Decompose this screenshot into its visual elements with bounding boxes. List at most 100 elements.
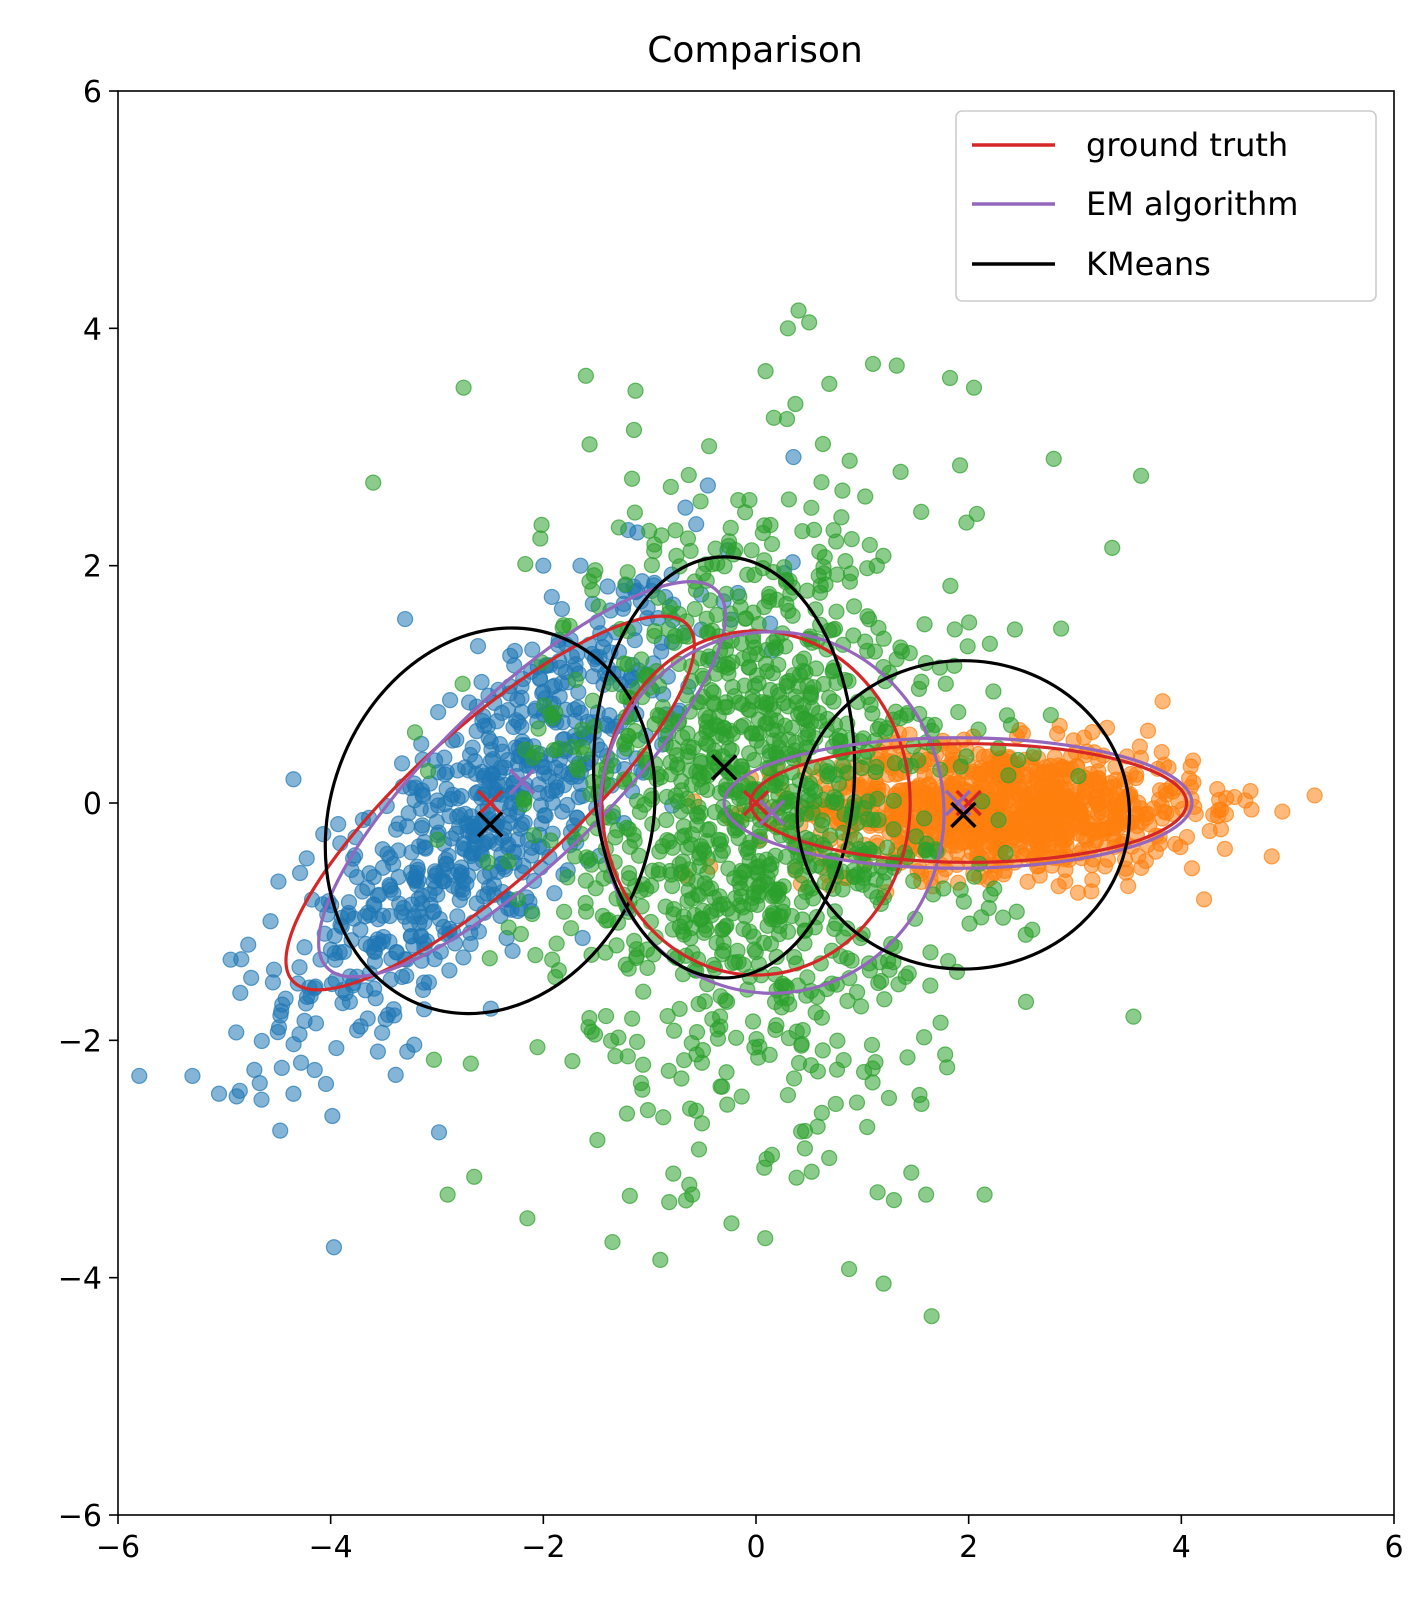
scatter-point	[788, 1169, 805, 1186]
scatter-point	[679, 790, 696, 807]
scatter-point	[845, 627, 862, 644]
covariance-ellipse	[317, 580, 728, 979]
covariance-ellipse	[598, 630, 946, 995]
scatter-point	[758, 1150, 775, 1168]
scatter-point	[604, 1233, 621, 1251]
scatter-point	[762, 862, 779, 879]
scatter-point	[973, 909, 990, 926]
scatter-point	[583, 1023, 600, 1040]
scatter-point	[1108, 771, 1125, 788]
scatter-point	[654, 698, 671, 716]
scatter-point	[602, 1032, 620, 1049]
scatter-point	[253, 1032, 270, 1050]
scatter-point	[382, 849, 399, 866]
scatter-point	[464, 739, 481, 756]
scatter-point	[1172, 839, 1189, 856]
covariance-ellipse	[323, 626, 657, 1016]
scatter-point	[852, 998, 870, 1015]
scatter-point	[665, 1165, 682, 1182]
scatter-point	[636, 796, 653, 813]
scatter-point	[597, 1007, 615, 1025]
scatter-point	[916, 810, 933, 827]
scatter-point	[512, 925, 529, 943]
scatter-point	[880, 1089, 898, 1107]
scatter-point	[500, 701, 517, 719]
scatter-point	[937, 675, 954, 692]
scatter-point	[619, 1048, 636, 1065]
scatter-point	[849, 984, 866, 1001]
scatter-point	[813, 817, 830, 834]
scatter-point	[763, 535, 781, 553]
covariance-ellipse	[722, 736, 1194, 870]
scatter-point	[813, 858, 830, 876]
scatter-point	[1132, 467, 1150, 484]
scatter-point	[717, 992, 734, 1009]
scatter-point	[749, 865, 766, 882]
scatter-point	[885, 792, 903, 809]
scatter-point	[799, 726, 817, 743]
scatter-point	[916, 1029, 933, 1046]
scatter-point	[803, 1163, 820, 1180]
scatter-point	[967, 832, 984, 850]
scatter-point	[397, 610, 414, 628]
scatter-point	[524, 641, 541, 658]
scatter-point	[986, 880, 1003, 897]
scatter-point	[690, 1141, 708, 1158]
scatter-point	[671, 1000, 688, 1018]
scatter-point	[527, 947, 544, 964]
scatter-point	[429, 831, 446, 848]
scatter-point	[1201, 822, 1218, 840]
covariance-ellipse	[795, 659, 1132, 971]
scatter-point	[482, 733, 499, 750]
scatter-point	[270, 873, 287, 890]
scatter-point	[790, 1054, 808, 1072]
scatter-point	[905, 872, 922, 890]
scatter-point	[732, 880, 749, 897]
scatter-point	[650, 589, 667, 606]
scatter-point	[794, 1022, 811, 1039]
scatter-point	[676, 1052, 693, 1069]
scatter-point	[662, 478, 679, 495]
scatter-point	[272, 1007, 289, 1024]
scatter-point	[646, 543, 663, 560]
scatter-point	[861, 611, 878, 628]
scatter-point	[585, 567, 603, 584]
scatter-point	[443, 830, 460, 847]
center-marker	[950, 801, 977, 829]
scatter-point	[515, 796, 533, 813]
scatter-point	[412, 800, 429, 817]
scatter-point	[442, 692, 459, 709]
scatter-point	[455, 949, 472, 966]
scatter-point	[1147, 843, 1164, 860]
scatter-point	[562, 920, 580, 937]
scatter-point	[702, 592, 719, 609]
scatter-point	[692, 493, 709, 510]
scatter-point	[441, 962, 458, 979]
scatter-point	[796, 1140, 813, 1157]
scatter-point	[597, 944, 614, 961]
scatter-point	[277, 990, 294, 1007]
scatter-point	[726, 954, 744, 971]
scatter-point	[291, 959, 308, 976]
scatter-point	[608, 937, 625, 954]
scatter-point	[741, 745, 758, 762]
scatter-point	[530, 720, 547, 737]
scatter-point	[1033, 825, 1050, 842]
scatter-point	[870, 974, 887, 992]
scatter-point	[390, 815, 407, 832]
x-tick-label: 2	[959, 1530, 978, 1565]
scatter-point	[1019, 873, 1036, 890]
scatter-point	[1195, 891, 1213, 908]
scatter-point	[785, 448, 802, 466]
scatter-point	[228, 1024, 245, 1041]
scatter-point	[251, 1075, 268, 1092]
scatter-point	[723, 742, 740, 759]
scatter-point	[322, 941, 340, 958]
scatter-point	[285, 1036, 302, 1053]
scatter-point	[951, 457, 969, 474]
scatter-point	[748, 725, 765, 742]
scatter-point	[875, 1275, 892, 1292]
scatter-point	[771, 686, 788, 704]
scatter-point	[587, 880, 604, 897]
scatter-point	[1000, 767, 1017, 784]
